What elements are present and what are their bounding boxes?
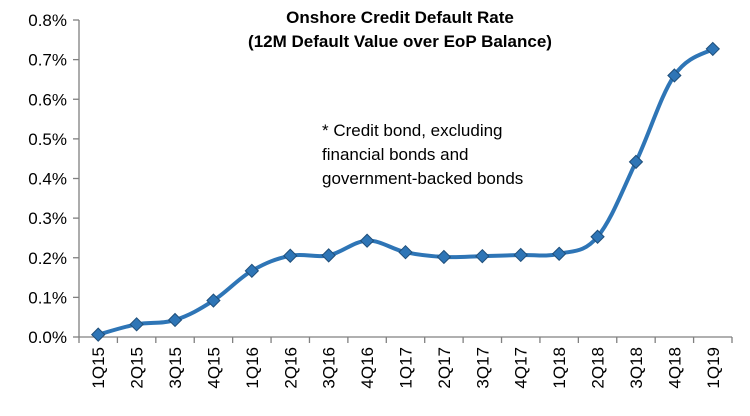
data-point-marker (398, 244, 413, 260)
x-tick-label: 3Q15 (166, 347, 185, 389)
chart-title: Onshore Credit Default Rate (12M Default… (248, 8, 552, 51)
x-tick-label: 2Q16 (281, 347, 300, 389)
x-tick-label: 2Q18 (589, 347, 608, 389)
annotation-line-2: financial bonds and (322, 145, 469, 164)
chart-annotation: * Credit bond, excluding financial bonds… (322, 121, 523, 188)
annotation-line-3: government-backed bonds (322, 169, 523, 188)
data-point-marker (129, 317, 144, 332)
y-tick-label: 0.0% (28, 328, 67, 347)
x-tick-label: 4Q17 (512, 347, 531, 389)
x-tick-label: 4Q18 (665, 347, 684, 389)
data-point-marker (359, 233, 375, 248)
x-tick-label: 1Q19 (704, 347, 723, 389)
data-point-marker (628, 154, 644, 170)
data-point-marker (551, 246, 567, 261)
data-point-marker (321, 248, 336, 263)
data-point-marker (206, 293, 221, 308)
data-point-marker (667, 68, 682, 83)
y-tick-label: 0.7% (28, 51, 67, 70)
y-tick-label: 0.5% (28, 130, 67, 149)
x-tick-label: 4Q16 (358, 347, 377, 389)
x-tick-label: 2Q17 (435, 347, 454, 389)
y-tick-label: 0.4% (28, 170, 67, 189)
x-tick-label: 4Q15 (204, 347, 223, 389)
x-tick-label: 2Q15 (128, 347, 147, 389)
x-tick-label: 1Q16 (243, 347, 262, 389)
data-point-marker (244, 263, 260, 279)
y-tick-label: 0.6% (28, 90, 67, 109)
y-tick-label: 0.3% (28, 209, 67, 228)
x-tick-label: 1Q17 (397, 347, 416, 389)
annotation-line-1: * Credit bond, excluding (322, 121, 503, 140)
series-line (96, 46, 715, 337)
series-default-rate (90, 41, 721, 342)
y-tick-label: 0.1% (28, 288, 67, 307)
y-axis: 0.0% 0.1% 0.2% 0.3% 0.4% 0.5% 0.6% 0.7% 0.8% (28, 11, 80, 347)
x-tick-label: 3Q18 (627, 347, 646, 389)
data-point-marker (90, 327, 106, 342)
data-point-marker (590, 229, 605, 244)
data-point-marker (436, 249, 452, 265)
x-tick-label: 1Q15 (89, 347, 108, 389)
data-point-marker (513, 247, 528, 263)
chart-title-line-1: Onshore Credit Default Rate (286, 8, 514, 27)
x-tick-label: 1Q18 (550, 347, 569, 389)
x-tick-label: 3Q16 (320, 347, 339, 389)
x-axis: 1Q15 2Q15 3Q15 4Q15 1Q16 2Q16 3Q16 4Q16 1Q17 2Q17… (78, 336, 733, 389)
x-tick-label: 3Q17 (473, 347, 492, 389)
data-point-marker (475, 248, 490, 264)
y-tick-label: 0.8% (28, 11, 67, 30)
data-point-marker (705, 41, 721, 57)
data-point-marker (167, 312, 183, 328)
data-point-marker (283, 248, 298, 263)
y-tick-label: 0.2% (28, 249, 67, 268)
chart-title-line-2: (12M Default Value over EoP Balance) (248, 32, 552, 51)
